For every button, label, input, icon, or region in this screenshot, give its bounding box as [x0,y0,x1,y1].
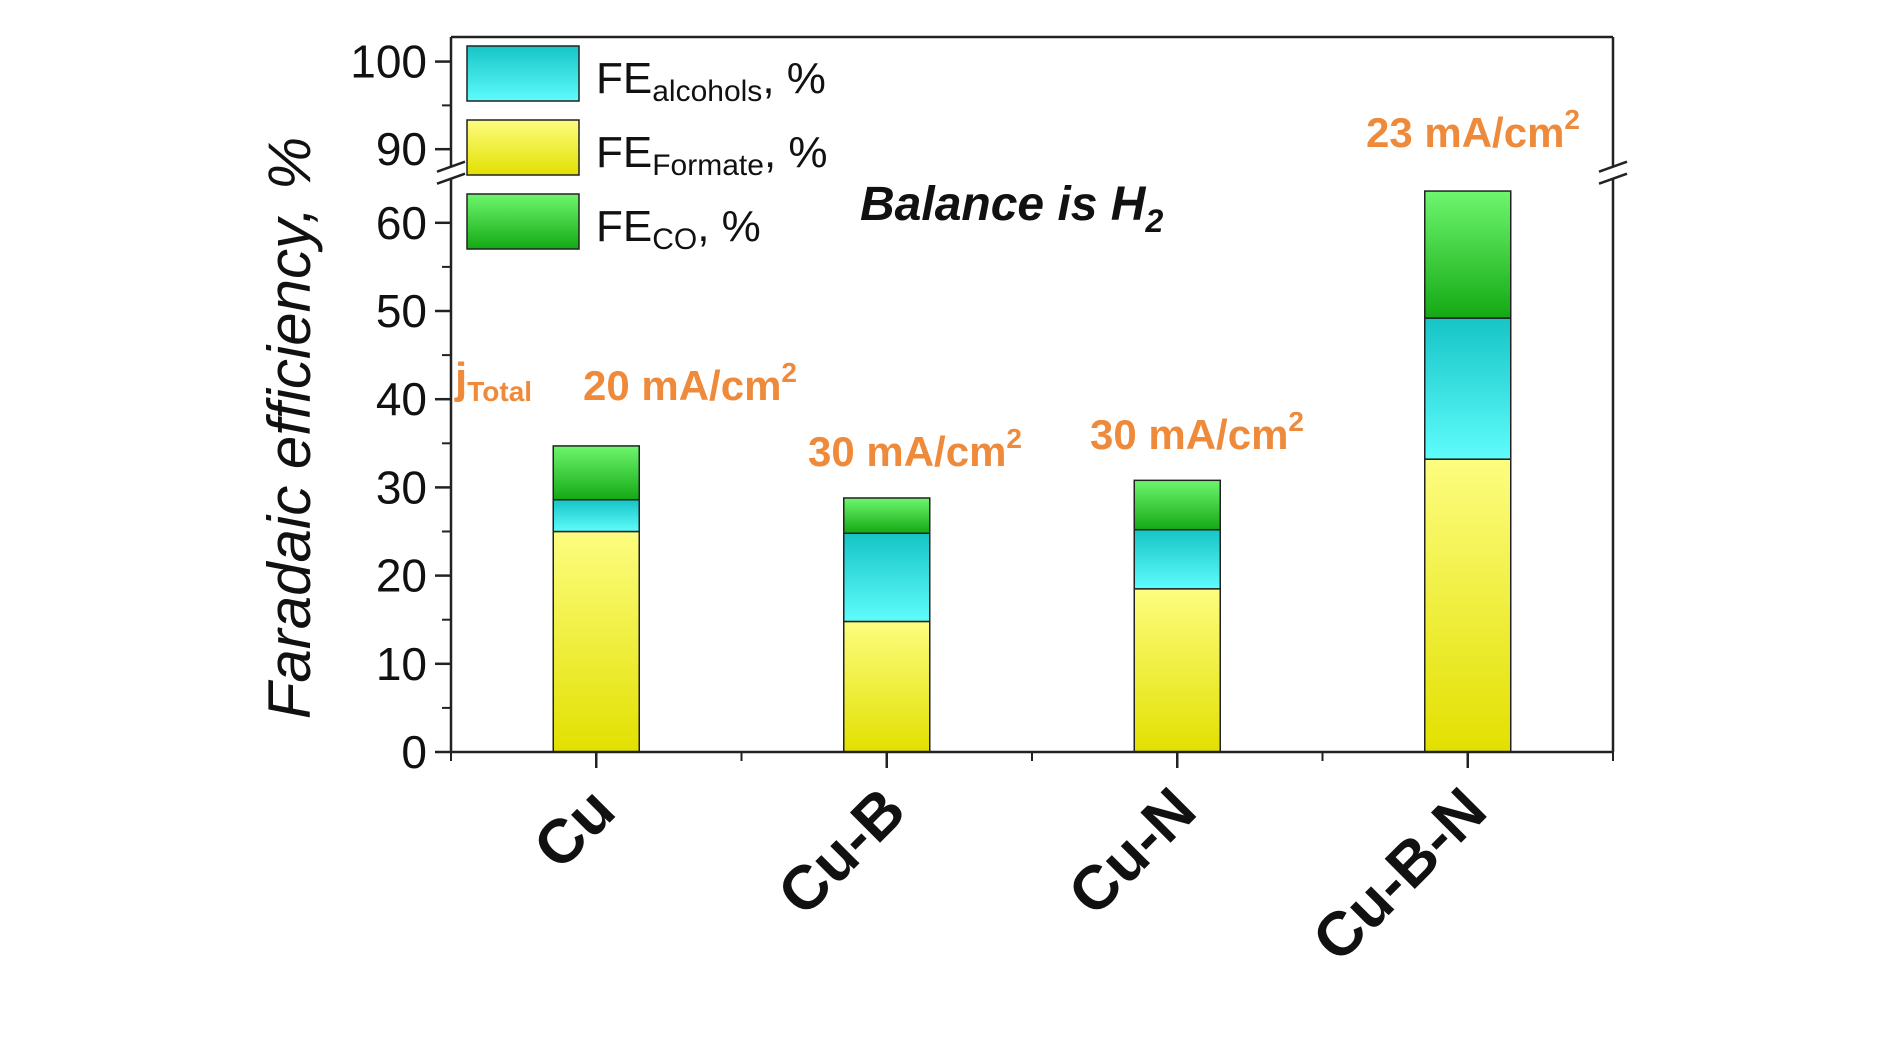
y-tick-label: 20 [376,550,427,602]
x-category-label: Cu-N [1056,775,1209,928]
legend: FEalcohols, % FEFormate, % FECO, % [466,45,828,256]
legend-swatch-formate [466,119,580,176]
current-density-label-cu: 20 mA/cm2 [583,357,797,409]
legend-swatch-co [466,193,580,250]
bar-cu-n-formate [1133,588,1221,753]
y-tick-label: 10 [376,638,427,690]
bar-cu-b-formate [843,620,931,753]
bar-cu-formate [552,530,640,753]
jtotal-label: jTotal [454,354,532,407]
bar-cu-b-n-formate [1424,458,1512,753]
balance-annotation: Balance is H2 [860,178,1163,239]
legend-label-formate: FEFormate, % [596,128,828,182]
legend-label-alcohols: FEalcohols, % [596,54,826,108]
y-tick-label: 40 [376,373,427,425]
left-axis-break-mark-1 [436,172,466,185]
bar-cu-b-alcohols [843,532,931,623]
right-axis-break-mark-2 [1598,160,1628,173]
current-density-label-cu-n: 30 mA/cm2 [1090,406,1304,458]
x-category-label: Cu [521,775,628,882]
bar-cu-b-n-co [1424,190,1512,319]
y-tick-label: 30 [376,461,427,513]
y-tick-label: 50 [376,285,427,337]
bar-cu-n-co [1133,479,1221,531]
bar-cu-b-n-alcohols [1424,317,1512,460]
current-density-label-cu-b: 30 mA/cm2 [808,423,1022,475]
y-axis-title: Faradaic efficiency, % [256,137,323,719]
y-tick-label: 100 [350,36,427,88]
y-tick-label: 0 [401,726,427,778]
bars-layer [552,190,1512,753]
y-tick-label: 90 [376,123,427,175]
bar-cu-alcohols [552,498,640,533]
x-category-label: Cu-B [765,775,918,928]
legend-label-co: FECO, % [596,202,761,256]
bar-cu-n-alcohols [1133,528,1221,590]
bar-cu-co [552,445,640,501]
y-tick-label: 60 [376,197,427,249]
current-density-label-cu-b-n: 23 mA/cm2 [1366,104,1580,156]
x-category-label: Cu-B-N [1300,775,1500,975]
left-axis-break-mark-2 [436,160,466,173]
legend-swatch-alcohols [466,45,580,102]
bar-cu-b-co [843,497,931,535]
right-axis-break-mark-1 [1598,172,1628,185]
